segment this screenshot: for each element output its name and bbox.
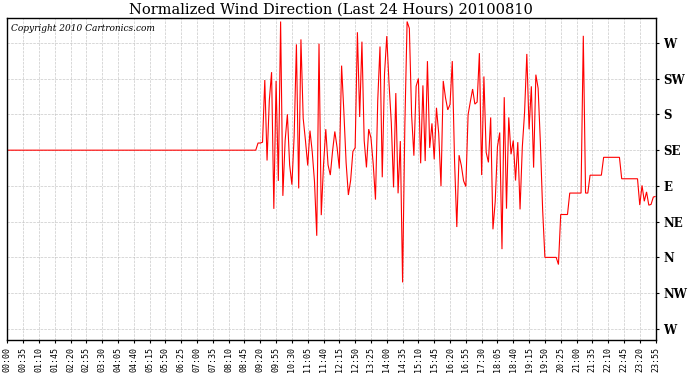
Text: Copyright 2010 Cartronics.com: Copyright 2010 Cartronics.com	[10, 24, 155, 33]
Title: Normalized Wind Direction (Last 24 Hours) 20100810: Normalized Wind Direction (Last 24 Hours…	[130, 3, 533, 17]
